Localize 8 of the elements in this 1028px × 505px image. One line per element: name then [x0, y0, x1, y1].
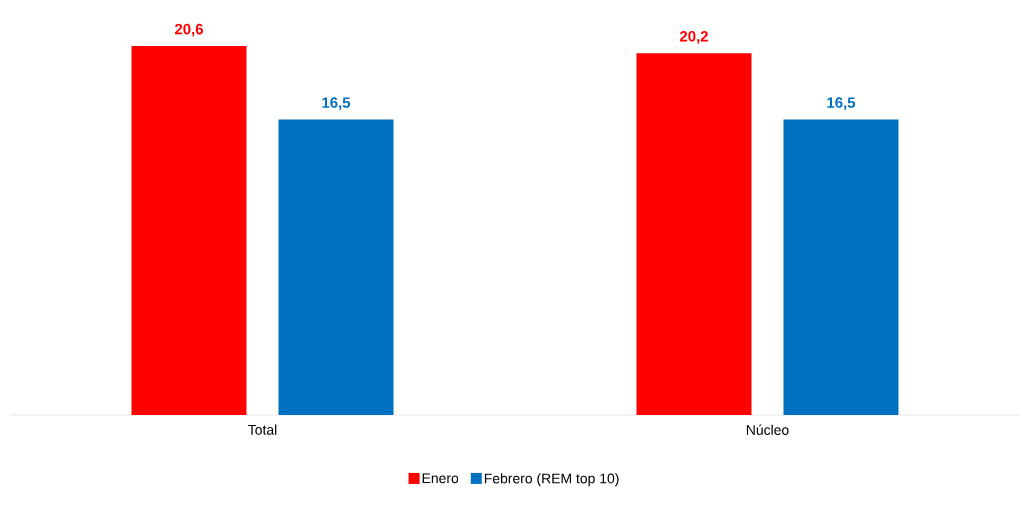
data-label: 16,5 — [827, 97, 856, 111]
legend-label: Febrero (REM top 10) — [484, 473, 619, 487]
data-label: 20,6 — [174, 23, 203, 37]
x-tick-label: Núcleo — [746, 424, 789, 435]
data-label: 16,5 — [322, 97, 351, 111]
x-tick-label: Total — [248, 424, 277, 435]
legend-label: Enero — [422, 473, 459, 484]
data-label: 20,2 — [679, 31, 708, 44]
